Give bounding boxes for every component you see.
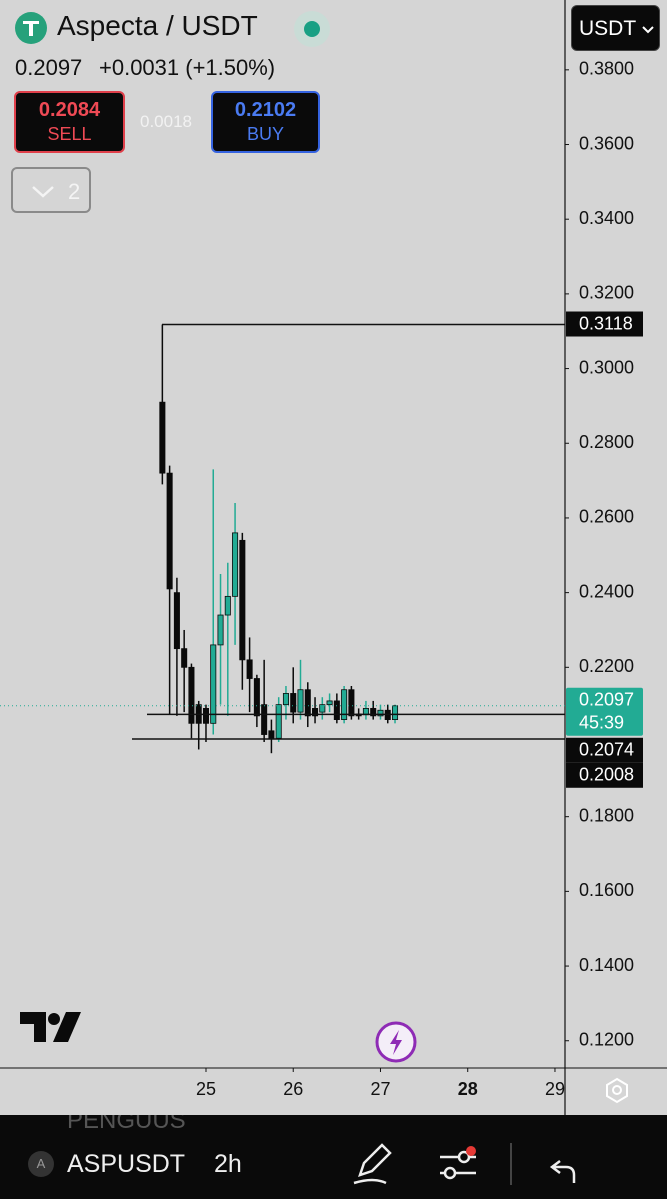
- bottom-icons: [353, 1143, 576, 1185]
- candle-body: [181, 648, 188, 668]
- symbol-title[interactable]: Aspecta / USDT: [57, 10, 258, 41]
- x-tick-label: 26: [283, 1079, 303, 1099]
- currency-dropdown[interactable]: USDT: [571, 5, 660, 51]
- y-tick-label: 0.3400: [579, 208, 634, 228]
- sell-button[interactable]: 0.2084 SELL: [14, 91, 125, 153]
- interval[interactable]: 2h: [214, 1150, 242, 1178]
- candle-body: [210, 644, 217, 724]
- last-price: 0.2097: [15, 55, 83, 80]
- candle-body: [392, 705, 399, 720]
- spread: 0.0018: [140, 112, 192, 131]
- candle-body: [341, 689, 348, 720]
- y-tick-label: 0.2800: [579, 432, 634, 452]
- price-line-box: [566, 311, 643, 337]
- price-line-label: 0.3118: [579, 313, 633, 333]
- settings-icon[interactable]: [606, 1077, 628, 1104]
- candle-body: [159, 401, 166, 474]
- status-indicator: [294, 11, 330, 47]
- draw-tool[interactable]: [353, 1143, 392, 1185]
- candle-body: [319, 704, 326, 713]
- sell-label: SELL: [47, 124, 92, 144]
- symbol-icon: A: [28, 1151, 54, 1177]
- price-line-label: 0.2074: [579, 740, 634, 760]
- y-tick-label: 0.2600: [579, 507, 634, 527]
- candle-body: [232, 532, 239, 597]
- y-tick-label: 0.2400: [579, 581, 634, 601]
- y-tick-label: 0.2200: [579, 656, 634, 676]
- current-price-box: [566, 687, 643, 736]
- x-tick-label: 28: [458, 1079, 478, 1099]
- candle-body: [297, 689, 304, 713]
- candle-body: [188, 666, 195, 724]
- candle-body: [246, 659, 253, 679]
- candle-body: [377, 709, 384, 717]
- y-tick-label: 0.1600: [579, 880, 634, 900]
- y-tick-label: 0.3600: [579, 133, 634, 153]
- candle-body: [166, 472, 173, 590]
- buy-button[interactable]: 0.2102 BUY: [211, 91, 320, 153]
- bottom-bar: PENGUUS A ASPUSDT 2h: [0, 1115, 667, 1199]
- candle-body: [333, 700, 340, 720]
- chevron-icon: [32, 186, 54, 198]
- countdown-text: 45:39: [579, 713, 624, 733]
- tradingview-logo: [20, 1012, 81, 1042]
- chart: 0.3800 0.3600 0.3400 0.3200 0.3000 0.2800 0.26…: [0, 0, 667, 1115]
- candle-body: [261, 704, 268, 735]
- candle-body: [275, 704, 282, 739]
- candle-body: [268, 730, 275, 739]
- current-price-text: 0.2097: [579, 690, 634, 710]
- background-symbol: PENGUUS: [67, 1115, 186, 1134]
- candle-body: [224, 595, 231, 616]
- candle-body: [290, 693, 297, 713]
- lightning-button[interactable]: [375, 1021, 417, 1063]
- undo-button[interactable]: [549, 1160, 576, 1183]
- candle-body: [202, 707, 210, 724]
- candle-body: [312, 707, 319, 717]
- price-change: +0.0031 (+1.50%): [99, 55, 276, 80]
- x-tick-label: 25: [196, 1079, 216, 1099]
- candle-body: [173, 592, 180, 650]
- bottom-symbol[interactable]: ASPUSDT: [67, 1150, 186, 1178]
- plot: 0.3800 0.3600 0.3400 0.3200 0.3000 0.2800 0.26…: [0, 59, 634, 1099]
- candle-body: [304, 689, 311, 717]
- dropdown-caret: [642, 26, 654, 34]
- candle-body: [326, 700, 333, 706]
- y-tick-label: 0.3800: [579, 59, 634, 79]
- candle-body: [253, 678, 260, 717]
- buy-price: 0.2102: [234, 99, 297, 121]
- x-tick-label: 29: [545, 1079, 565, 1099]
- candle-body: [239, 539, 246, 661]
- y-tick-label: 0.3000: [579, 357, 634, 377]
- price-line-box: [566, 737, 643, 763]
- currency-label: USDT: [579, 17, 637, 40]
- coin-icon: [15, 12, 47, 44]
- indicator-count: 2: [68, 179, 81, 204]
- price-line-label: 0.2008: [579, 765, 634, 785]
- candle-body: [282, 693, 289, 706]
- y-tick-label: 0.1200: [579, 1029, 634, 1049]
- candle-body: [348, 689, 355, 717]
- y-tick-label: 0.1400: [579, 955, 634, 975]
- candle-body: [370, 707, 377, 717]
- x-tick-label: 27: [370, 1079, 390, 1099]
- settings-tool[interactable]: [440, 1146, 476, 1180]
- candle-body: [217, 614, 224, 646]
- price-line-box: [566, 762, 643, 788]
- sell-price: 0.2084: [38, 99, 101, 121]
- settings-icon-center: [612, 1085, 622, 1095]
- current-price-label: 0.2097 45:39: [566, 687, 643, 736]
- chart-background: [0, 0, 667, 1115]
- buy-label: BUY: [246, 124, 284, 144]
- y-tick-label: 0.3200: [579, 283, 634, 303]
- indicators-toggle[interactable]: 2: [11, 167, 91, 213]
- y-tick-label: 0.1800: [579, 805, 634, 825]
